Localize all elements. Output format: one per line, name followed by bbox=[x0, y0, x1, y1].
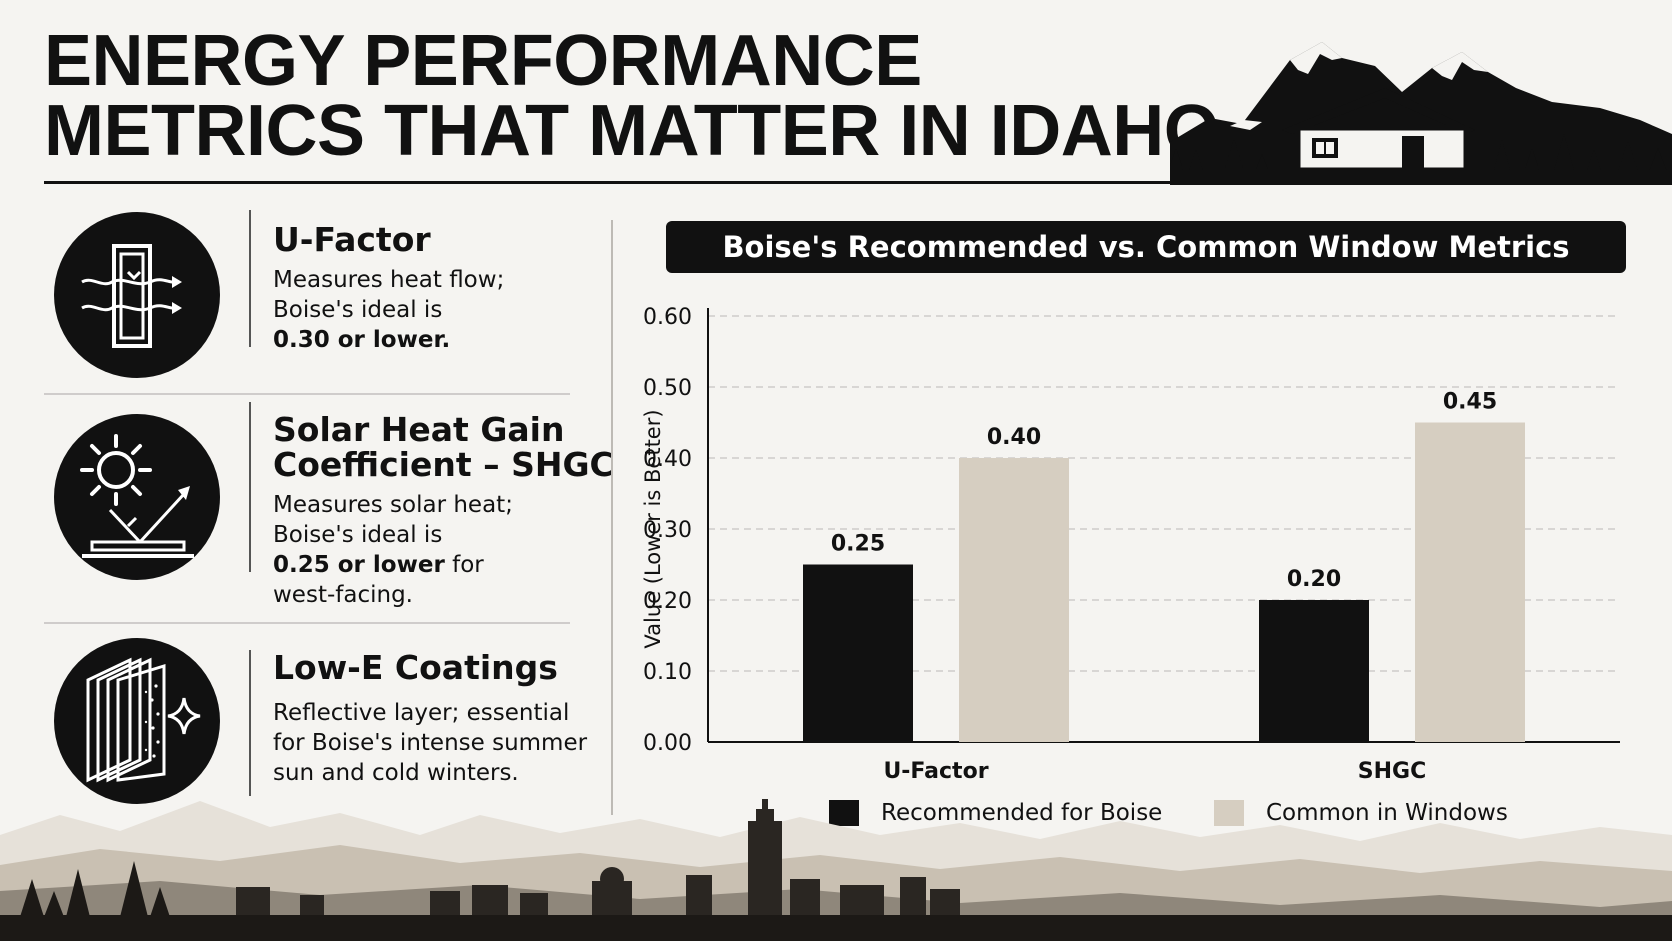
metric-shgc: Solar Heat Gain Coefficient – SHGC Measu… bbox=[44, 402, 614, 612]
mountain-cabin-illustration bbox=[1170, 42, 1672, 185]
y-tick-label: 0.10 bbox=[643, 660, 692, 685]
y-tick-label: 0.20 bbox=[643, 589, 692, 614]
section-separator bbox=[44, 393, 570, 395]
description-emphasis: 0.25 or lower bbox=[273, 552, 445, 578]
x-tick-label: SHGC bbox=[1358, 759, 1426, 784]
sun-reflection-icon bbox=[54, 414, 220, 580]
metric-u-factor: U-Factor Measures heat flow; Boise's ide… bbox=[44, 210, 572, 378]
chart-title: Boise's Recommended vs. Common Window Me… bbox=[666, 221, 1626, 273]
metric-divider bbox=[249, 650, 251, 796]
bar bbox=[959, 458, 1069, 742]
description-line: sun and cold winters. bbox=[273, 760, 519, 786]
cabin-door bbox=[1402, 136, 1424, 170]
column-divider bbox=[611, 220, 613, 815]
legend-swatch-recommended bbox=[829, 800, 859, 826]
y-tick-label: 0.30 bbox=[643, 518, 692, 543]
y-tick-label: 0.60 bbox=[643, 305, 692, 330]
bar-value-label: 0.20 bbox=[1287, 567, 1341, 592]
section-separator bbox=[44, 622, 570, 624]
description-line: west-facing. bbox=[273, 582, 413, 608]
description-emphasis: 0.30 or lower. bbox=[273, 327, 451, 353]
metric-divider bbox=[249, 210, 251, 347]
bar bbox=[1259, 600, 1369, 742]
snow-cap-left bbox=[1290, 42, 1342, 74]
y-tick-label: 0.50 bbox=[643, 376, 692, 401]
skyline-buildings bbox=[236, 799, 960, 917]
metric-divider bbox=[249, 402, 251, 572]
page-title: ENERGY PERFORMANCE METRICS THAT MATTER I… bbox=[44, 21, 1220, 171]
page-title-line-1: ENERGY PERFORMANCE bbox=[44, 21, 922, 101]
bar-value-label: 0.45 bbox=[1443, 390, 1497, 415]
bar-value-label: 0.25 bbox=[831, 532, 885, 557]
coated-glass-panes-icon bbox=[54, 638, 220, 804]
description-line: Boise's ideal is bbox=[273, 297, 443, 323]
description-line: Boise's ideal is bbox=[273, 522, 443, 548]
y-tick-label: 0.40 bbox=[643, 447, 692, 472]
metric-title-line: Low-E Coatings bbox=[273, 648, 558, 687]
metric-title: Solar Heat Gain Coefficient – SHGC bbox=[273, 412, 614, 482]
y-tick-label: 0.00 bbox=[643, 731, 692, 756]
snow-ridge bbox=[1230, 120, 1262, 130]
legend-label-recommended: Recommended for Boise bbox=[881, 800, 1163, 826]
description-line: for bbox=[444, 552, 484, 578]
legend-item-recommended: Recommended for Boise bbox=[829, 800, 1162, 826]
bar bbox=[1415, 422, 1525, 742]
description-line: Measures solar heat; bbox=[273, 492, 513, 518]
legend-swatch-common bbox=[1214, 800, 1244, 826]
footer-pine-trees bbox=[20, 861, 170, 917]
metric-title: Low-E Coatings bbox=[273, 650, 558, 685]
snow-cap-right bbox=[1432, 52, 1488, 80]
metric-title: U-Factor bbox=[273, 222, 431, 257]
boise-skyline-footer bbox=[0, 799, 1672, 941]
metric-title-line: Solar Heat Gain bbox=[273, 410, 565, 449]
metric-title-line: Coefficient – SHGC bbox=[273, 445, 614, 484]
legend-item-common: Common in Windows bbox=[1214, 800, 1508, 826]
description-line: Reflective layer; essential bbox=[273, 700, 570, 726]
x-tick-label: U-Factor bbox=[883, 759, 988, 784]
bar bbox=[803, 564, 913, 742]
bar-chart: 0.00 0.10 0.20 0.30 0.40 0.50 0.60 Value (Lower… bbox=[641, 305, 1620, 784]
metric-description: Measures heat flow; Boise's ideal is 0.3… bbox=[273, 265, 504, 355]
description-line: Measures heat flow; bbox=[273, 267, 505, 293]
metric-description: Reflective layer; essential for Boise's … bbox=[273, 698, 587, 788]
description-line: for Boise's intense summer bbox=[273, 730, 588, 756]
page-title-line-2: METRICS THAT MATTER IN IDAHO bbox=[44, 91, 1220, 171]
metric-title-line: U-Factor bbox=[273, 220, 431, 259]
legend-label-common: Common in Windows bbox=[1266, 800, 1508, 826]
metric-description: Measures solar heat; Boise's ideal is 0.… bbox=[273, 490, 513, 610]
y-axis-label: Value (Lower is Better) bbox=[641, 409, 665, 648]
metric-low-e: Low-E Coatings Reflective layer; essenti… bbox=[44, 638, 587, 804]
window-heat-flow-icon bbox=[54, 212, 220, 378]
title-rule bbox=[44, 181, 1664, 184]
bar-value-label: 0.40 bbox=[987, 425, 1041, 450]
